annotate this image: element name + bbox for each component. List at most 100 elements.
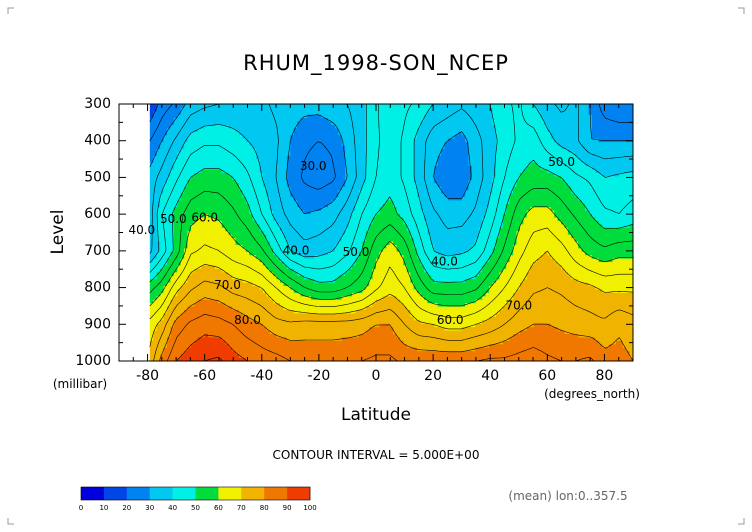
contour-cell	[461, 350, 466, 355]
contour-cell	[317, 306, 322, 310]
contour-cell	[389, 340, 394, 345]
contour-cell	[170, 330, 175, 334]
contour-cell	[615, 313, 620, 317]
contour-cell	[495, 350, 500, 355]
contour-cell	[478, 265, 483, 269]
contour-cell	[276, 278, 281, 283]
contour-cell	[304, 299, 308, 304]
contour-cell	[537, 333, 541, 338]
contour-cell	[399, 316, 404, 321]
contour-cell	[571, 326, 576, 331]
contour-cell	[211, 343, 216, 348]
contour-cell	[379, 285, 384, 290]
contour-cell	[276, 313, 281, 317]
contour-cell	[379, 289, 384, 293]
contour-cell	[537, 258, 541, 263]
contour-cell	[567, 268, 572, 273]
contour-cell	[417, 354, 421, 358]
contour-cell	[492, 323, 497, 328]
contour-cell	[537, 319, 541, 324]
contour-cell	[533, 333, 538, 338]
contour-cell	[537, 343, 541, 348]
contour-cell	[564, 244, 569, 249]
contour-cell	[314, 278, 319, 283]
contour-cell	[338, 278, 343, 283]
contour-cell	[399, 299, 404, 304]
contour-cell	[355, 275, 360, 280]
contour-cell	[495, 306, 500, 310]
contour-cell	[166, 309, 171, 314]
contour-cell	[444, 254, 449, 259]
contour-cell	[245, 323, 250, 328]
contour-cell	[187, 251, 192, 256]
contour-cell	[187, 319, 192, 324]
contour-cell	[321, 354, 325, 358]
contour-cell	[273, 268, 278, 273]
contour-cell	[208, 278, 212, 283]
contour-cell	[348, 357, 353, 361]
contour-cell	[451, 289, 456, 293]
contour-cell	[365, 309, 370, 314]
contour-cell	[447, 333, 452, 338]
contour-cell	[218, 251, 223, 256]
contour-cell	[290, 258, 295, 263]
contour-cell	[149, 275, 154, 280]
contour-cell	[208, 306, 212, 310]
contour-cell	[485, 330, 490, 334]
contour-cell	[273, 299, 278, 304]
contour-cell	[386, 285, 391, 290]
contour-cell	[355, 244, 360, 249]
contour-cell	[399, 350, 404, 355]
contour-cell	[591, 313, 596, 317]
contour-cell	[622, 354, 627, 358]
contour-cell	[482, 275, 487, 280]
contour-cell	[180, 343, 185, 348]
contour-cell	[372, 306, 377, 310]
contour-cell	[557, 265, 562, 269]
contour-cell	[208, 289, 212, 293]
contour-cell	[430, 268, 435, 273]
contour-cell	[276, 330, 281, 334]
contour-cell	[317, 333, 322, 338]
contour-cell	[214, 302, 219, 307]
contour-cell	[194, 295, 199, 300]
contour-cell	[626, 337, 630, 341]
contour-cell	[218, 258, 223, 263]
contour-cell	[430, 275, 435, 280]
contour-cell	[304, 350, 308, 355]
contour-cell	[602, 319, 606, 324]
contour-cell	[547, 271, 552, 276]
contour-cell	[232, 285, 236, 290]
contour-cell	[581, 323, 586, 328]
contour-cell	[184, 313, 188, 317]
contour-cell	[598, 295, 603, 300]
contour-cell	[317, 271, 322, 276]
contour-cell	[471, 285, 476, 290]
contour-cell	[160, 323, 164, 328]
contour-cell	[376, 347, 380, 352]
contour-cell	[550, 333, 555, 338]
contour-cell	[348, 241, 353, 245]
contour-cell	[461, 241, 466, 245]
contour-cell	[598, 254, 603, 259]
contour-cell	[550, 295, 555, 300]
contour-cell	[334, 330, 339, 334]
contour-cell	[194, 292, 199, 297]
contour-cell	[194, 347, 199, 352]
contour-cell	[173, 285, 178, 290]
contour-cell	[509, 247, 514, 252]
contour-cell	[382, 302, 387, 307]
contour-cell	[588, 330, 593, 334]
contour-cell	[413, 337, 418, 341]
contour-cell	[170, 271, 175, 276]
contour-cell	[262, 275, 267, 280]
contour-cell	[149, 340, 154, 345]
contour-cell	[334, 357, 339, 361]
contour-cell	[495, 244, 500, 249]
contour-cell	[173, 258, 178, 263]
contour-cell	[300, 302, 305, 307]
contour-cell	[554, 330, 559, 334]
contour-cell	[564, 265, 569, 269]
contour-cell	[208, 247, 212, 252]
contour-cell	[170, 316, 175, 321]
